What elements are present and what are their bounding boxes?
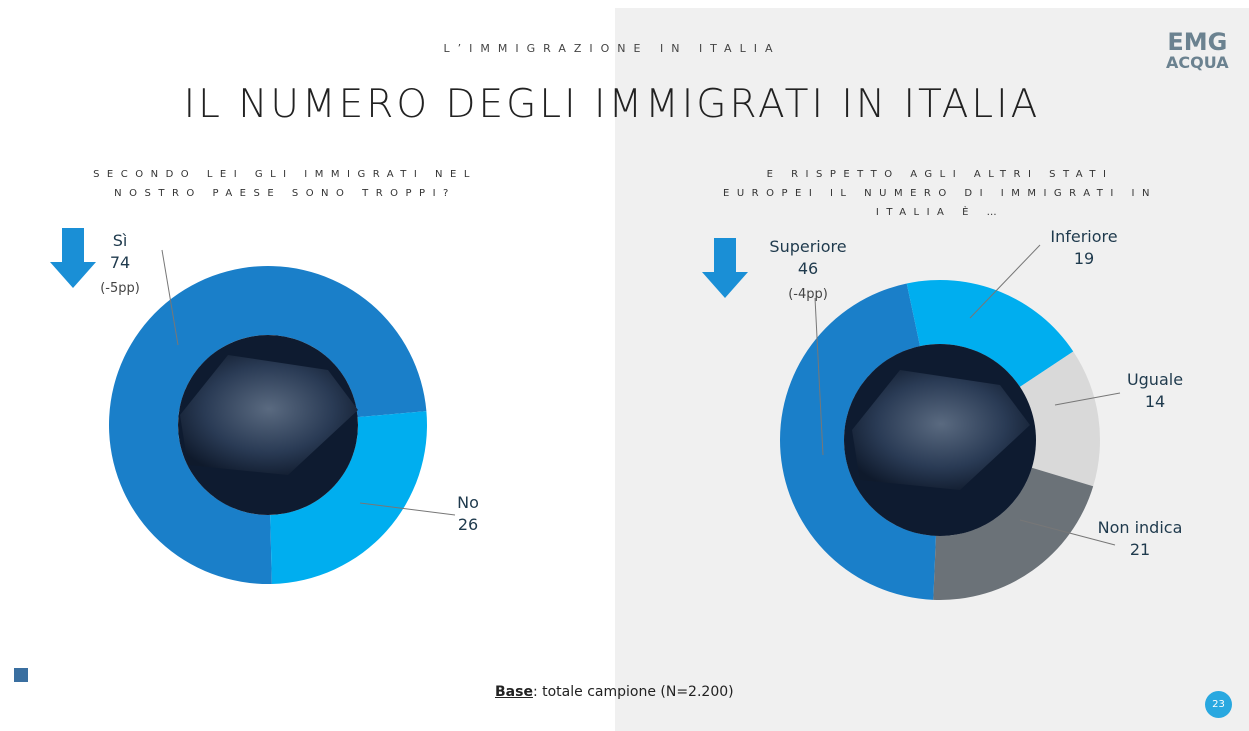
change-label: (-4pp) (788, 287, 828, 302)
category-label: Non indica (1097, 518, 1183, 537)
data-label: No 26 (423, 492, 513, 536)
base-text: : totale campione (N=2.200) (532, 684, 734, 700)
change-label: (-5pp) (100, 281, 140, 296)
leader-line (161, 249, 179, 346)
data-label: Uguale 14 (1110, 369, 1200, 413)
leader-line (1019, 519, 1116, 546)
down-arrow (50, 228, 96, 288)
data-label: Sì 74 (-5pp) (75, 230, 165, 300)
logo: EMG ACQUA (1166, 30, 1229, 72)
value-label: 19 (1073, 249, 1095, 268)
leader-line (1054, 392, 1121, 406)
value-label: 74 (109, 253, 131, 272)
data-label: Superiore 46 (-4pp) (763, 236, 853, 306)
crowd-boat (180, 355, 358, 475)
donut-slice (779, 283, 936, 600)
category-label: No (457, 493, 479, 512)
category-label: Inferiore (1050, 227, 1118, 246)
leader-line (814, 297, 824, 456)
chart-title: E RISPETTO AGLI ALTRI STATI EUROPEI IL N… (723, 169, 1157, 218)
leader-line (969, 244, 1041, 319)
crowd-boat (852, 370, 1030, 490)
donut-slice (1019, 351, 1100, 487)
base-label: Base (495, 684, 533, 700)
base-note: Base: totale campione (N=2.200) (495, 684, 734, 700)
page-number: 23 (1205, 691, 1232, 718)
category-label: Sì (112, 231, 128, 250)
category-label: Uguale (1126, 370, 1184, 389)
small-logo (14, 668, 28, 682)
donut-slice (109, 265, 427, 584)
value-label: 14 (1144, 392, 1166, 411)
kicker: L’IMMIGRAZIONE IN ITALIA (443, 42, 781, 55)
down-arrow (702, 238, 748, 298)
donut-slice (933, 467, 1094, 600)
chart-title: SECONDO LEI GLI IMMIGRATI NEL NOSTRO PAE… (93, 169, 477, 199)
value-label: 26 (457, 515, 479, 534)
leader-line (359, 502, 456, 516)
slide-title: IL NUMERO DEGLI IMMIGRATI IN ITALIA (183, 82, 1041, 127)
logo-top: EMG (1167, 28, 1228, 56)
value-label: 21 (1129, 540, 1151, 559)
donut-slice (270, 411, 427, 584)
donut-slice (906, 280, 1074, 387)
data-label: Non indica 21 (1095, 517, 1185, 561)
value-label: 46 (797, 259, 819, 278)
logo-bottom: ACQUA (1166, 53, 1229, 72)
category-label: Superiore (769, 237, 847, 256)
data-label: Inferiore 19 (1039, 226, 1129, 270)
